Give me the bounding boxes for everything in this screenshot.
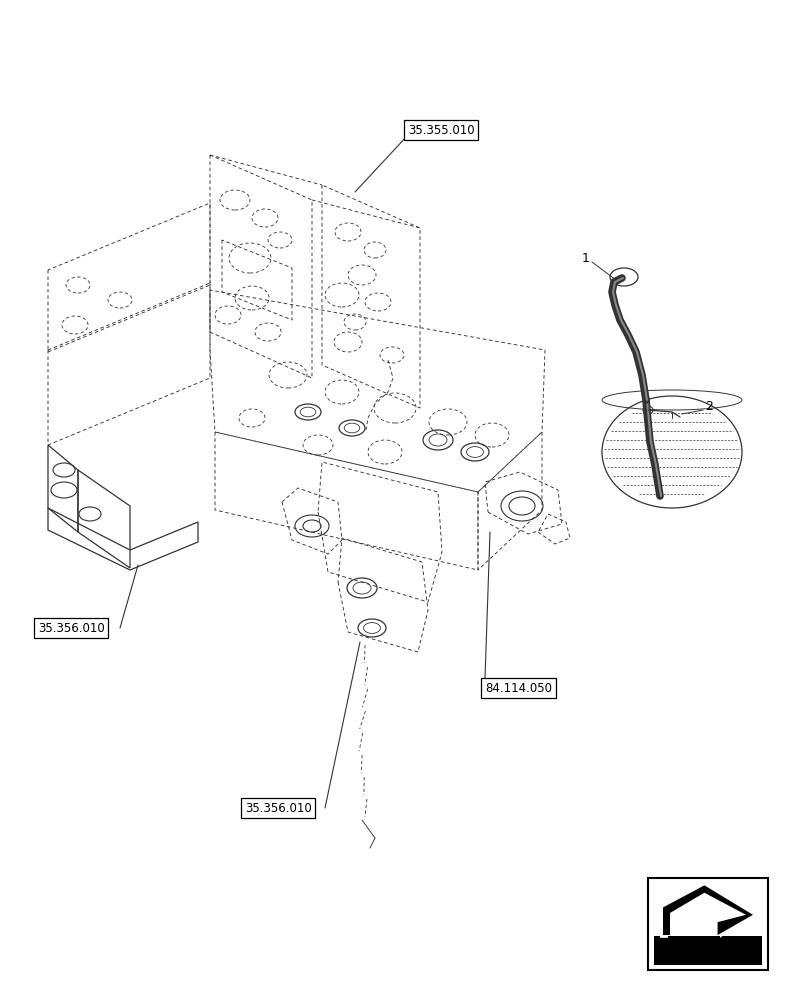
Bar: [653, 936, 761, 965]
Text: 35.356.010: 35.356.010: [38, 621, 105, 634]
Text: 35.356.010: 35.356.010: [245, 801, 311, 814]
Bar: [647, 878, 767, 970]
Polygon shape: [659, 883, 755, 938]
Text: 1: 1: [581, 252, 589, 265]
Text: 2: 2: [704, 400, 712, 413]
Text: 84.114.050: 84.114.050: [484, 682, 551, 694]
Text: 35.355.010: 35.355.010: [407, 124, 474, 137]
Polygon shape: [663, 885, 752, 935]
